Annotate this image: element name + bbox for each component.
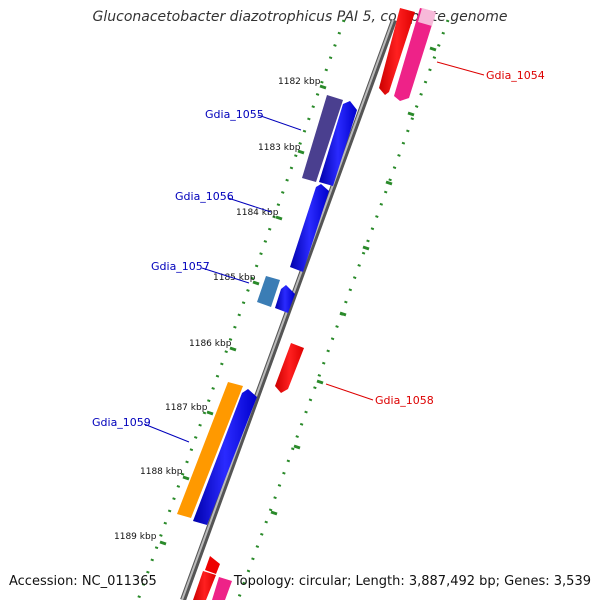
leader-gdia-1058 [325,383,374,401]
right-tick-8 [270,510,278,516]
topology-label: Topology: circular; Length: 3,887,492 bp… [233,574,591,589]
right-tick-6 [316,379,324,385]
right-tick-2 [407,111,415,117]
right-tick-4 [362,245,370,251]
gene-label-gdia-1058[interactable]: Gdia_1058 [375,394,434,407]
gene-gdia-1054-pink-light [418,8,436,26]
tick-1184 [275,215,283,221]
tick-1187 [206,410,214,416]
accession-label: Accession: NC_011365 [9,574,157,589]
leader-gdia-1055 [257,114,302,131]
gene-label-gdia-1059[interactable]: Gdia_1059 [92,416,151,429]
kbp-label: 1186 kbp [189,339,232,349]
kbp-label: 1187 kbp [165,403,208,413]
tick-1183 [297,149,305,155]
gene-gdia-1054-pink[interactable] [394,8,436,101]
right-tick-7 [293,444,301,450]
tick-1188 [182,475,190,481]
kbp-label: 1182 kbp [278,77,321,87]
kbp-label: 1189 kbp [114,532,157,542]
leader-gdia-1054 [436,61,485,76]
gene-bottom-red [193,571,216,600]
gene-gdia-1057-blue[interactable] [275,285,295,313]
right-tick-3 [385,180,393,186]
tick-1189 [159,540,167,546]
gene-gdia-1054-red[interactable] [379,8,415,95]
tick-1182 [319,84,327,90]
gene-gdia-1059-blue[interactable] [193,389,257,525]
gene-bottom-red-arrow [205,556,220,574]
gene-label-gdia-1055[interactable]: Gdia_1055 [205,108,264,121]
right-tick-1 [429,46,437,52]
left-dotted-track [136,19,346,600]
gene-gdia-1055-purple[interactable] [302,95,343,182]
gene-gdia-1057-steelblue[interactable] [257,276,280,307]
gene-label-gdia-1057[interactable]: Gdia_1057 [151,260,210,273]
kbp-label: 1184 kbp [236,208,279,218]
gene-label-gdia-1056[interactable]: Gdia_1056 [175,190,234,203]
gene-gdia-1055-blue[interactable] [319,101,357,186]
gene-gdia-1056[interactable] [290,184,329,272]
gene-label-gdia-1054[interactable]: Gdia_1054 [486,69,545,82]
tick-1186 [229,346,237,352]
leader-gdia-1056 [227,197,272,213]
right-tick-5 [339,311,347,317]
gene-gdia-1058[interactable] [275,343,304,393]
leader-gdia-1057 [201,267,250,284]
kbp-label: 1183 kbp [258,143,301,153]
gene-bottom-pink [212,577,232,600]
tick-1185 [252,280,260,286]
leader-gdia-1059 [143,423,190,443]
gene-gdia-1059-orange[interactable] [177,382,243,518]
kbp-label: 1188 kbp [140,467,183,477]
